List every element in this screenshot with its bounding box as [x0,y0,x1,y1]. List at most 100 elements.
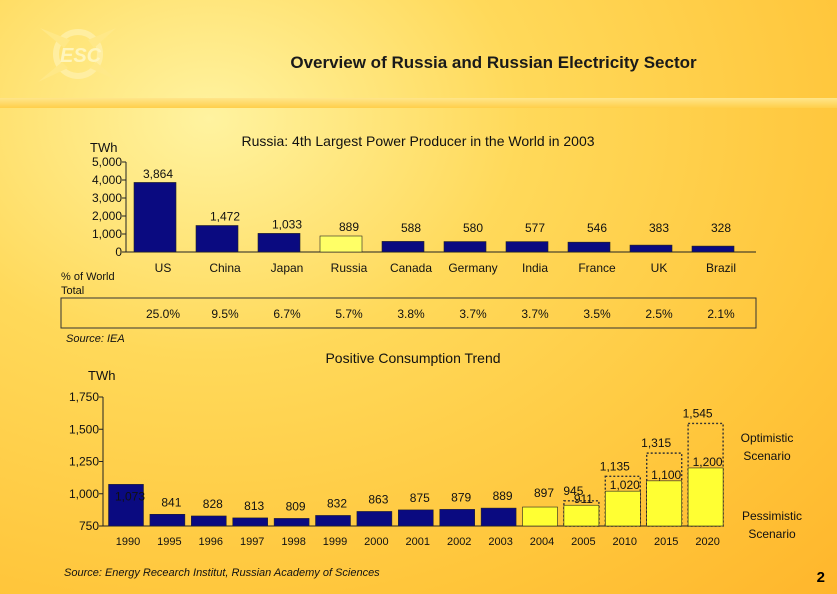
bottom-category-label: 1998 [281,536,305,548]
bottom-category-label: 1996 [199,536,223,548]
bottom-category-label: 1997 [240,536,264,548]
bottom-category-label: 2000 [364,536,388,548]
bottom-value-label: 875 [410,491,430,505]
top-value-label: 1,033 [272,217,302,231]
top-bar-russia [319,235,363,253]
top-value-labels: 3,864 1,472 1,033 889 588 580 577 546 383 328 [143,167,731,235]
top-category-label: China [209,261,241,275]
pessimistic-label: Pessimistic Scenario [742,509,802,541]
top-category-label: Russia [331,261,368,275]
bottom-category-label: 1999 [323,536,347,548]
bottom-bars [108,422,724,527]
share-box [60,297,757,329]
top-bar-uk [629,244,673,253]
bottom-bar-pessimistic [604,490,641,527]
bottom-y-tick-label: 1,250 [69,455,99,469]
top-value-label: 546 [587,221,607,235]
svg-text:Scenario: Scenario [743,449,791,463]
bottom-value-label-optimistic: 1,315 [641,436,671,450]
bottom-bar-historical [356,511,393,527]
share-value: 2.5% [645,307,673,321]
top-value-label: 889 [339,220,359,234]
bottom-category-label: 2002 [447,536,471,548]
esc-logo: ESC [38,28,120,82]
bottom-bar-pessimistic [563,504,600,527]
share-value: 5.7% [335,307,363,321]
bottom-bar-historical [273,518,310,527]
bottom-value-label-optimistic: 1,545 [683,406,713,420]
bottom-category-label: 2003 [488,536,512,548]
bottom-bar-historical [149,514,186,527]
share-value: 2.1% [707,307,735,321]
bottom-bar-historical [439,509,475,527]
bottom-value-label-optimistic: 1,135 [600,459,630,473]
top-value-label: 577 [525,221,545,235]
top-bar-us [133,182,177,253]
top-y-tick-label: 3,000 [92,191,122,205]
svg-text:Pessimistic: Pessimistic [742,509,802,523]
svg-text:Optimistic: Optimistic [741,431,794,445]
bottom-value-label: 1,073 [115,489,145,503]
bottom-chart-ylabel: TWh [88,368,115,383]
bottom-value-label-pessimistic: 1,200 [693,455,723,469]
top-value-label: 588 [401,221,421,235]
bottom-category-label: 2005 [571,536,595,548]
bottom-value-label-pessimistic: 1,100 [651,468,681,482]
bottom-y-tick-label: 1,750 [69,390,99,404]
bottom-category-labels: 1990 1995 1996 1997 1998 1999 2000 2001 2002 2003… [116,536,720,548]
top-bar-brazil [691,245,735,253]
bottom-value-label: 841 [161,495,181,509]
bottom-y-tick-label: 1,000 [69,487,99,501]
title-divider [0,98,837,108]
top-category-labels: US China Japan Russia Canada Germany India Fran… [155,261,736,275]
bottom-bar-historical [480,507,517,527]
top-category-label: Germany [448,261,497,275]
bottom-y-tick-label: 750 [79,519,99,533]
bottom-bar-historical [232,517,268,527]
bottom-category-label: 2010 [613,536,637,548]
bottom-category-label: 2004 [530,536,554,548]
bottom-value-label: 863 [368,492,388,506]
top-category-label: UK [651,261,668,275]
top-category-label: Canada [390,261,432,275]
top-category-label: US [155,261,172,275]
bottom-chart-title: Positive Consumption Trend [325,350,500,366]
share-value: 6.7% [273,307,301,321]
top-category-label: France [578,261,616,275]
bottom-bar-historical [315,515,351,527]
bottom-bar-pessimistic [522,506,558,527]
bottom-value-label: 897 [534,486,554,500]
bottom-category-label: 1990 [116,536,140,548]
top-category-label: India [522,261,548,275]
top-category-label: Japan [271,261,304,275]
top-chart-title: Russia: 4th Largest Power Producer in th… [241,133,594,149]
top-chart-ylabel: TWh [90,140,117,155]
top-value-label: 580 [463,221,483,235]
bottom-value-label: 832 [327,496,347,510]
top-bars [133,182,735,253]
top-value-label: 328 [711,221,731,235]
slide-title: Overview of Russia and Russian Electrici… [290,53,697,72]
top-y-tick-label: 1,000 [92,227,122,241]
top-y-tick-label: 5,000 [92,155,122,169]
top-value-label: 1,472 [210,210,240,224]
bottom-bar-optimistic [687,422,724,527]
bottom-category-label: 2020 [695,536,719,548]
bottom-chart-source: Source: Energy Recearch Institut, Russia… [64,567,380,579]
bottom-bar-historical [191,515,227,527]
top-category-label: Brazil [706,261,736,275]
top-bar-germany [443,241,487,253]
svg-text:Scenario: Scenario [748,527,796,541]
top-bar-japan [257,233,301,253]
top-bar-canada [381,241,425,253]
top-value-label: 383 [649,221,669,235]
bottom-value-label: 813 [244,499,264,513]
bottom-value-label: 879 [451,490,471,504]
bottom-bar-pessimistic [646,480,683,527]
share-label-line2: Total [61,285,84,297]
top-value-label: 3,864 [143,167,173,181]
share-values: 25.0% 9.5% 6.7% 5.7% 3.8% 3.7% 3.7% 3.5% 2.5% 2.1… [146,307,735,321]
page-number: 2 [816,569,825,586]
bottom-category-label: 1995 [157,536,181,548]
share-value: 3.7% [459,307,487,321]
